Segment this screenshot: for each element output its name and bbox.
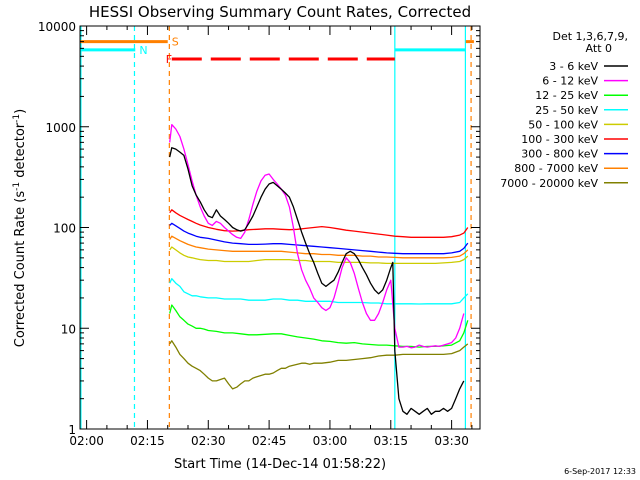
legend-label: 50 - 100 keV — [528, 118, 598, 131]
flag-label: N — [139, 44, 147, 57]
legend-label: 300 - 800 keV — [521, 148, 598, 161]
flag-label: F — [166, 53, 172, 66]
x-tick-label: 02:30 — [191, 434, 226, 448]
axes: 1 10 100 1000 10000 02:00 02:15 02:30 02:45 03:00… — [38, 20, 480, 448]
legend-label: 25 - 50 keV — [535, 104, 598, 117]
series-line-7 — [169, 222, 469, 255]
chart-title: HESSI Observing Summary Count Rates, Cor… — [89, 3, 471, 21]
legend-label: 7000 - 20000 keV — [500, 177, 598, 190]
series-line-5 — [169, 246, 469, 265]
series-line-1 — [169, 147, 465, 415]
legend-label: 3 - 6 keV — [549, 60, 598, 73]
legend-header-line1: Det 1,3,6,7,9, — [552, 30, 628, 43]
x-axis-label: Start Time (14-Dec-14 01:58:22) — [174, 457, 386, 472]
x-tick-label: 03:00 — [313, 434, 348, 448]
series-line-8 — [169, 235, 469, 259]
y-tick-label: 100 — [53, 222, 76, 236]
legend-label: 800 - 7000 keV — [514, 162, 598, 175]
x-tick-label: 02:00 — [69, 434, 104, 448]
series-line-4 — [169, 278, 469, 305]
series-line-6 — [169, 209, 469, 238]
y-tick-label: 1 — [68, 423, 76, 437]
footer-date: 6-Sep-2017 12:33 — [564, 467, 636, 476]
x-tick-label: 02:15 — [130, 434, 165, 448]
legend-label: 100 - 300 keV — [521, 133, 598, 146]
series-line-2 — [169, 123, 465, 349]
x-tick-label: 02:45 — [252, 434, 287, 448]
y-tick-label: 1000 — [45, 121, 76, 135]
legend-header-line2: Att 0 — [586, 42, 612, 55]
x-tick-label: 03:30 — [434, 434, 469, 448]
flag-label: S — [172, 36, 179, 49]
y-tick-label: 10 — [61, 322, 76, 336]
legend: Det 1,3,6,7,9, Att 0 3 - 6 keV 6 - 12 keV… — [500, 30, 628, 190]
series-line-3 — [169, 304, 469, 348]
y-axis-label: Corrected Count Rate (s-1 detector-1) — [12, 109, 28, 347]
y-tick-label: 10000 — [38, 20, 76, 34]
series-line-9 — [169, 340, 469, 390]
legend-label: 12 - 25 keV — [535, 89, 598, 102]
legend-label: 6 - 12 keV — [542, 75, 598, 88]
x-tick-label: 03:15 — [373, 434, 408, 448]
